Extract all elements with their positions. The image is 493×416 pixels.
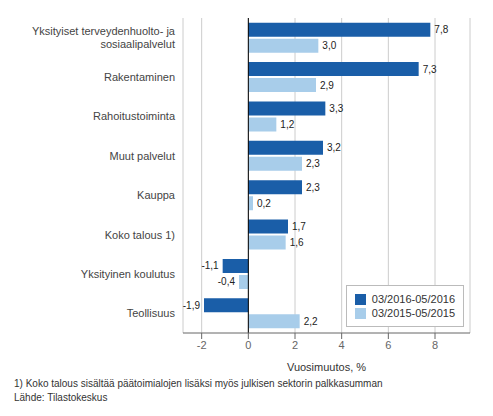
svg-text:Rahoitustoiminta: Rahoitustoiminta	[93, 110, 176, 122]
svg-text:2,3: 2,3	[306, 182, 320, 193]
svg-text:7,8: 7,8	[434, 24, 448, 35]
svg-text:2,9: 2,9	[320, 80, 334, 91]
html-text:Lähde: Tilastokeskus: Lähde: Tilastokeskus	[14, 392, 108, 403]
html-text:03/2015-05/2015: 03/2015-05/2015	[371, 307, 455, 319]
svg-text:0: 0	[245, 339, 251, 351]
svg-text:Rakentaminen: Rakentaminen	[104, 71, 175, 83]
svg-text:-0,4: -0,4	[218, 276, 236, 287]
svg-text:Vuosimuutos, %: Vuosimuutos, %	[287, 361, 366, 373]
svg-text:2: 2	[292, 339, 298, 351]
svg-text:2,2: 2,2	[304, 316, 318, 327]
svg-text:-1,1: -1,1	[201, 260, 219, 271]
svg-text:Yksityinen koulutus: Yksityinen koulutus	[81, 268, 176, 280]
svg-text:Kauppa: Kauppa	[137, 189, 176, 201]
svg-text:Muut palvelut: Muut palvelut	[110, 150, 175, 162]
svg-text:Yksityiset terveydenhuolto- ja: Yksityiset terveydenhuolto- jasosiaalipa…	[32, 25, 176, 50]
svg-text:6: 6	[385, 339, 391, 351]
svg-text:8: 8	[432, 339, 438, 351]
svg-text:0,2: 0,2	[257, 198, 271, 209]
svg-text:2,3: 2,3	[306, 158, 320, 169]
svg-text:3,3: 3,3	[329, 103, 343, 114]
svg-text:3,2: 3,2	[327, 142, 341, 153]
svg-text:1,7: 1,7	[292, 221, 306, 232]
svg-text:4: 4	[339, 339, 345, 351]
svg-text:-2: -2	[197, 339, 207, 351]
svg-text:1,2: 1,2	[280, 119, 294, 130]
svg-text:3,0: 3,0	[322, 40, 336, 51]
html-text:1) Koko talous sisältää päätoi: 1) Koko talous sisältää päätoimialojen l…	[14, 378, 383, 389]
svg-text:Koko talous 1): Koko talous 1)	[105, 229, 175, 241]
svg-text:7,3: 7,3	[423, 64, 437, 75]
svg-text:1,6: 1,6	[290, 237, 304, 248]
html-text:03/2016-05/2016: 03/2016-05/2016	[371, 293, 455, 305]
svg-text:-1,9: -1,9	[183, 300, 201, 311]
svg-text:Teollisuus: Teollisuus	[127, 307, 176, 319]
